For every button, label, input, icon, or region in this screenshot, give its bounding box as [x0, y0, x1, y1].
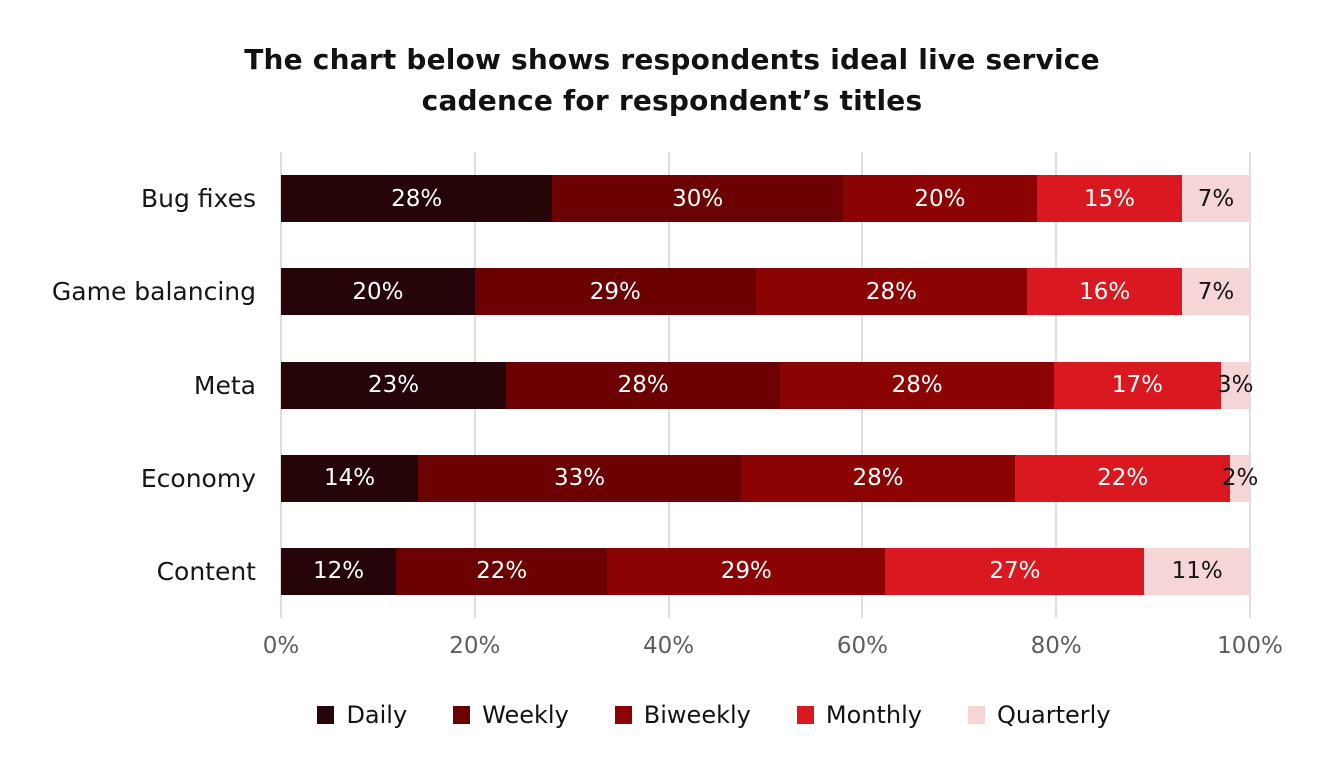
segment-value-label: 28%	[391, 185, 443, 212]
bar-segment: 2%	[1222, 454, 1258, 502]
bar-segment: 7%	[1182, 175, 1250, 223]
chart-title-line1: The chart below shows respondents ideal …	[244, 43, 1100, 76]
bar-segment: 16%	[1027, 268, 1183, 316]
grid-line	[1249, 152, 1251, 618]
segment-value-label: 20%	[914, 185, 966, 212]
segment-value-label: 22%	[476, 558, 528, 585]
bar-row: 23% 28% 28% 17% 3%	[281, 338, 1254, 431]
legend-swatch	[453, 706, 471, 724]
bar-segment: 3%	[1217, 361, 1254, 409]
bar-segment: 20%	[843, 175, 1037, 223]
category-label: Content	[156, 556, 256, 586]
bar-segment: 17%	[1054, 361, 1221, 409]
segment-value-label: 7%	[1197, 278, 1235, 305]
legend: Daily Weekly Biweekly Monthly Quarterly	[42, 701, 1344, 729]
chart-title: The chart below shows respondents ideal …	[0, 40, 1344, 121]
segment-value-label: 22%	[1097, 465, 1149, 492]
segment-value-label: 17%	[1111, 372, 1163, 398]
category-label: Economy	[140, 463, 256, 493]
legend-label: Biweekly	[643, 701, 751, 729]
stacked-bar: 23% 28% 28% 17% 3%	[281, 361, 1254, 409]
segment-value-label: 14%	[323, 465, 376, 492]
bar-segment: 28%	[780, 361, 1055, 409]
category-label: Game balancing	[51, 277, 256, 307]
bar-segment: 27%	[885, 547, 1145, 595]
bar-segment: 22%	[396, 547, 608, 595]
bar-row: 14% 33% 28% 22% 2%	[281, 432, 1258, 525]
segment-value-label: 28%	[617, 372, 669, 398]
x-axis: 0% 20% 40% 60% 80% 100%	[263, 633, 1283, 667]
bar-segment: 30%	[552, 175, 843, 223]
legend-swatch	[614, 706, 632, 724]
legend-item: Quarterly	[967, 701, 1111, 729]
stacked-bar: 20% 29% 28% 16% 7%	[281, 268, 1250, 316]
bar-segment: 20%	[281, 268, 475, 316]
bar-segment: 11%	[1144, 547, 1250, 595]
bar-segment: 22%	[1015, 454, 1231, 502]
segment-value-label: 28%	[891, 372, 943, 398]
legend-item: Monthly	[796, 701, 922, 729]
segment-value-label: 28%	[852, 465, 904, 492]
stacked-bar: 12% 22% 29% 27% 11%	[281, 547, 1250, 595]
bar-segment: 28%	[506, 361, 781, 409]
chart-title-line2: cadence for respondent’s titles	[421, 83, 923, 117]
segment-value-label: 2%	[1221, 465, 1259, 492]
legend-label: Quarterly	[996, 701, 1111, 729]
bar-segment: 29%	[474, 268, 756, 316]
stacked-bar: 28% 30% 20% 15% 7%	[281, 175, 1250, 223]
segment-value-label: 28%	[865, 278, 918, 305]
x-tick-label: 40%	[643, 633, 695, 659]
legend-label: Weekly	[482, 701, 569, 729]
legend-swatch	[796, 706, 814, 724]
segment-value-label: 23%	[367, 372, 420, 398]
bar-row: 20% 29% 28% 16% 7%	[281, 245, 1250, 338]
segment-value-label: 20%	[352, 278, 404, 305]
bar-segment: 28%	[755, 268, 1028, 316]
x-tick-label: 0%	[262, 633, 300, 659]
bar-segment: 14%	[281, 454, 419, 502]
segment-value-label: 27%	[989, 558, 1041, 585]
legend-swatch	[317, 706, 335, 724]
bar-segment: 33%	[418, 454, 741, 502]
segment-value-label: 16%	[1079, 278, 1131, 305]
bar-segment: 23%	[281, 361, 507, 409]
x-tick-label: 100%	[1217, 633, 1283, 659]
bar-segment: 12%	[281, 547, 397, 595]
segment-value-label: 30%	[672, 185, 724, 212]
segment-value-label: 7%	[1197, 185, 1235, 212]
category-label: Bug fixes	[141, 184, 256, 214]
segment-value-label: 29%	[589, 278, 641, 305]
bar-row: 28% 30% 20% 15% 7%	[281, 152, 1250, 245]
segment-value-label: 15%	[1083, 185, 1136, 212]
segment-value-label: 12%	[313, 558, 365, 585]
plot-area: 28% 30% 20% 15% 7% 20% 29% 28% 16% 7% 23% 28% 28% 17%…	[280, 152, 1258, 618]
legend-swatch	[967, 706, 985, 724]
category-axis: Bug fixes Game balancing Meta Economy Conten…	[0, 152, 256, 618]
segment-value-label: 11%	[1171, 558, 1223, 585]
bar-segment: 28%	[281, 175, 553, 223]
bar-segment: 7%	[1182, 268, 1250, 316]
bar-segment: 29%	[607, 547, 886, 595]
legend-item: Daily	[317, 701, 407, 729]
category-label: Meta	[193, 370, 256, 400]
x-tick-label: 80%	[1030, 633, 1082, 659]
x-tick-label: 60%	[836, 633, 888, 659]
legend-label: Daily	[346, 701, 408, 729]
bars-container: 28% 30% 20% 15% 7% 20% 29% 28% 16% 7% 23% 28% 28% 17%…	[281, 152, 1258, 618]
bar-segment: 15%	[1036, 175, 1183, 223]
segment-value-label: 3%	[1217, 372, 1254, 398]
legend-item: Biweekly	[614, 701, 751, 729]
legend-label: Monthly	[825, 701, 922, 729]
segment-value-label: 29%	[720, 558, 772, 585]
x-tick-label: 20%	[449, 633, 501, 659]
bar-segment: 28%	[741, 454, 1016, 502]
bar-row: 12% 22% 29% 27% 11%	[281, 525, 1250, 618]
legend-item: Weekly	[453, 701, 569, 729]
stacked-bar: 14% 33% 28% 22% 2%	[281, 454, 1258, 502]
segment-value-label: 33%	[553, 465, 606, 492]
